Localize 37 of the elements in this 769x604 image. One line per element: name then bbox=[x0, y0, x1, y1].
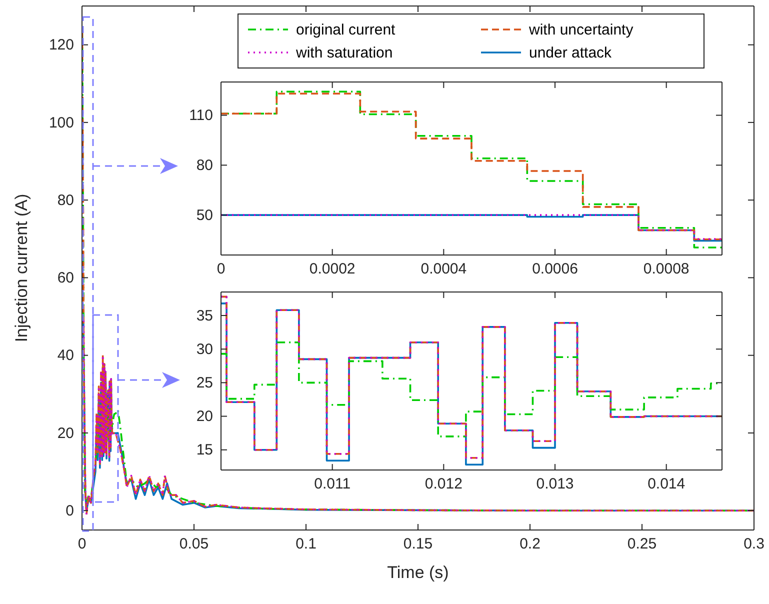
y-tick-label: 0 bbox=[66, 502, 74, 520]
y-tick-label: 25 bbox=[196, 374, 213, 392]
y-tick-label: 50 bbox=[196, 206, 213, 224]
x-tick-label: 0.0006 bbox=[532, 260, 578, 278]
x-tick-label: 0.25 bbox=[627, 536, 657, 553]
x-tick-label: 0.012 bbox=[424, 476, 462, 493]
x-tick-label: 0.0002 bbox=[309, 260, 356, 278]
legend-label: under attack bbox=[529, 44, 612, 62]
x-tick-label: 0.0008 bbox=[643, 260, 690, 278]
y-tick-label: 100 bbox=[48, 114, 74, 132]
y-tick-label: 35 bbox=[196, 307, 213, 324]
y-tick-label: 15 bbox=[196, 442, 213, 459]
y-tick-label: 20 bbox=[196, 408, 213, 426]
y-tick-label: 30 bbox=[196, 340, 213, 358]
x-tick-label: 0.2 bbox=[520, 536, 540, 553]
x-tick-label: 0.1 bbox=[296, 536, 316, 553]
legend-label: with uncertainty bbox=[528, 22, 634, 38]
x-tick-label: 0.15 bbox=[403, 536, 433, 553]
x-tick-label: 0.0004 bbox=[420, 260, 467, 278]
y-axis-title: Injection current (A) bbox=[12, 194, 31, 342]
y-tick-label: 120 bbox=[48, 36, 74, 54]
legend-label: original current bbox=[296, 22, 396, 38]
y-tick-label: 40 bbox=[57, 347, 74, 364]
x-tick-label: 0.011 bbox=[314, 476, 351, 493]
legend-label: with saturation bbox=[295, 44, 393, 62]
x-tick-label: 0.3 bbox=[744, 536, 764, 553]
y-tick-label: 110 bbox=[189, 107, 213, 124]
x-tick-label: 0 bbox=[216, 260, 226, 278]
x-axis-title: Time (s) bbox=[387, 563, 449, 582]
x-tick-label: 0.013 bbox=[536, 476, 574, 493]
y-tick-label: 60 bbox=[57, 270, 74, 287]
y-tick-label: 20 bbox=[57, 424, 74, 442]
y-tick-label: 80 bbox=[196, 156, 213, 174]
x-tick-label: 0 bbox=[78, 536, 86, 553]
y-tick-label: 80 bbox=[57, 192, 74, 209]
x-tick-label: 0.014 bbox=[648, 476, 686, 493]
x-tick-label: 0.05 bbox=[179, 536, 209, 553]
